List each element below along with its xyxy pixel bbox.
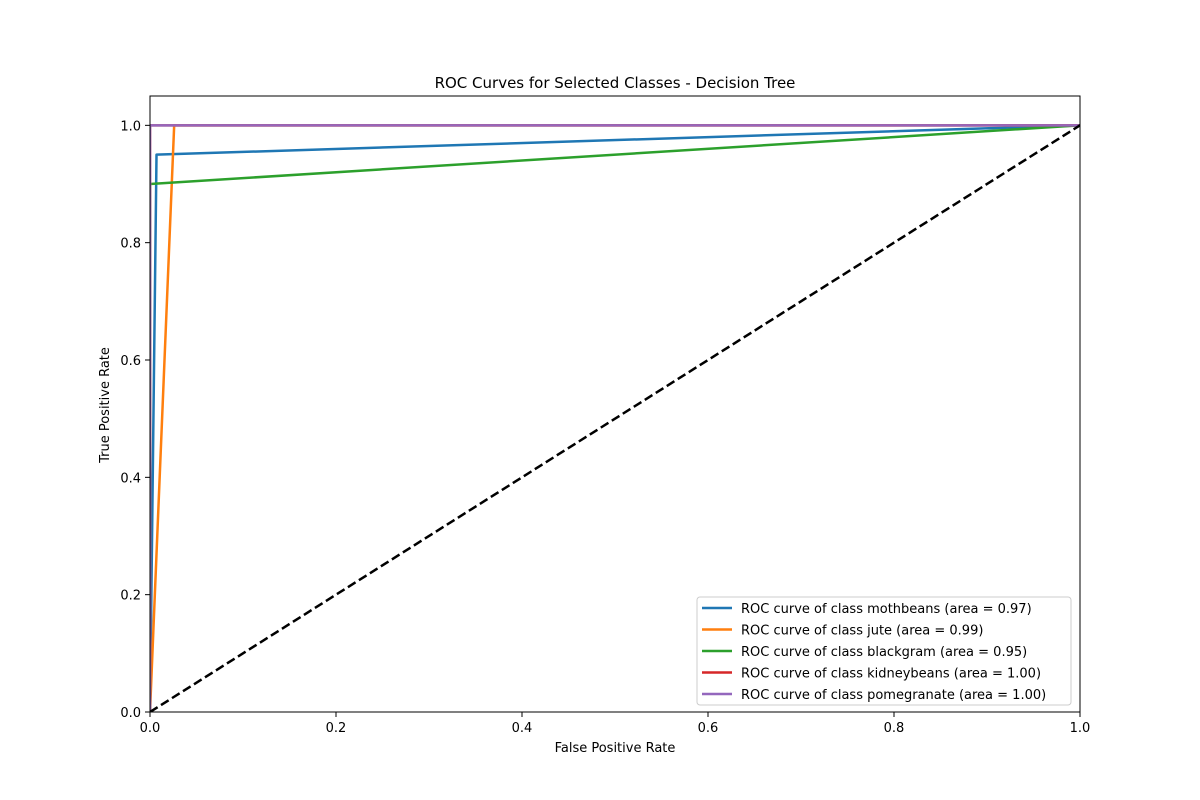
- series-lines: [150, 124, 1080, 712]
- y-tick-label: 1.0: [120, 119, 141, 134]
- x-tick-label: 0.8: [884, 721, 905, 736]
- x-tick-label: 0.2: [326, 721, 347, 736]
- legend-label-series-4: ROC curve of class pomegranate (area = 1…: [741, 688, 1046, 703]
- x-tick-label: 0.6: [698, 721, 719, 736]
- roc-line-series-4: [150, 124, 1080, 712]
- y-tick-label: 0.2: [120, 589, 141, 604]
- reference-diagonal-line: [150, 124, 1080, 712]
- x-tick-label: 1.0: [1070, 721, 1091, 736]
- legend-label-series-1: ROC curve of class jute (area = 0.99): [741, 624, 983, 639]
- y-tick-label: 0.4: [120, 471, 141, 486]
- y-tick-label: 0.0: [120, 706, 141, 721]
- plot-area: [150, 124, 1080, 712]
- legend-label-series-3: ROC curve of class kidneybeans (area = 1…: [741, 667, 1041, 682]
- x-tick-label: 0.4: [512, 721, 533, 736]
- legend-box: [696, 596, 1072, 706]
- axes-frame: [149, 95, 1081, 713]
- axes: 0.0 0.2 0.4 0.6 0.8 1.0 0.0 0.2 0.4 0.6 0.8 1.0: [120, 95, 1091, 736]
- roc-line-series-2: [150, 124, 1080, 712]
- legend: ROC curve of class mothbeans (area = 0.9…: [696, 596, 1072, 706]
- y-tick-label: 0.6: [120, 354, 141, 369]
- x-tick-label: 0.0: [140, 721, 161, 736]
- roc-line-series-0: [150, 124, 1080, 712]
- legend-label-series-0: ROC curve of class mothbeans (area = 0.9…: [741, 602, 1032, 617]
- y-axis-label: True Positive Rate: [98, 347, 113, 464]
- y-tick-label: 0.8: [120, 237, 141, 252]
- x-axis-label: False Positive Rate: [555, 741, 676, 756]
- legend-label-series-2: ROC curve of class blackgram (area = 0.9…: [741, 645, 1027, 660]
- chart-title: ROC Curves for Selected Classes - Decisi…: [435, 74, 796, 92]
